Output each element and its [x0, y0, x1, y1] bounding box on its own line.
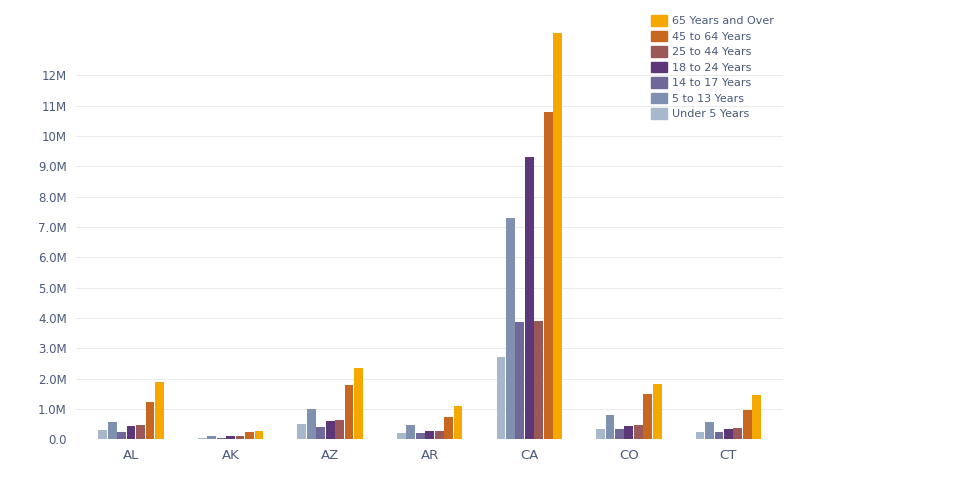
Bar: [354, 367, 363, 439]
Bar: [615, 429, 624, 439]
Bar: [753, 395, 761, 439]
Bar: [743, 410, 752, 439]
Bar: [198, 438, 206, 439]
Bar: [335, 420, 344, 439]
Bar: [625, 426, 633, 439]
Bar: [543, 112, 553, 439]
Bar: [155, 383, 164, 439]
Bar: [117, 432, 126, 439]
Bar: [525, 157, 534, 439]
Bar: [307, 408, 316, 439]
Legend: 65 Years and Over, 45 to 64 Years, 25 to 44 Years, 18 to 24 Years, 14 to 17 Year: 65 Years and Over, 45 to 64 Years, 25 to…: [647, 12, 777, 123]
Bar: [714, 432, 723, 439]
Bar: [634, 425, 643, 439]
Bar: [425, 431, 435, 439]
Bar: [444, 417, 453, 439]
Bar: [435, 431, 443, 439]
Bar: [217, 438, 225, 439]
Bar: [605, 415, 614, 439]
Bar: [695, 432, 705, 439]
Bar: [535, 321, 543, 439]
Bar: [316, 427, 325, 439]
Bar: [653, 384, 662, 439]
Bar: [416, 433, 425, 439]
Bar: [345, 385, 353, 439]
Bar: [553, 33, 562, 439]
Bar: [724, 429, 732, 439]
Bar: [245, 432, 254, 439]
Bar: [207, 436, 216, 439]
Bar: [108, 422, 117, 439]
Bar: [298, 425, 307, 439]
Bar: [733, 428, 742, 439]
Bar: [226, 436, 235, 439]
Bar: [146, 402, 155, 439]
Bar: [137, 425, 145, 439]
Bar: [644, 394, 652, 439]
Bar: [516, 322, 524, 439]
Bar: [127, 426, 136, 439]
Bar: [407, 425, 415, 439]
Bar: [506, 218, 515, 439]
Bar: [98, 430, 107, 439]
Bar: [497, 357, 505, 439]
Bar: [236, 436, 244, 439]
Bar: [397, 432, 406, 439]
Bar: [454, 406, 462, 439]
Bar: [596, 428, 605, 439]
Bar: [326, 421, 334, 439]
Bar: [705, 422, 713, 439]
Bar: [255, 431, 264, 439]
